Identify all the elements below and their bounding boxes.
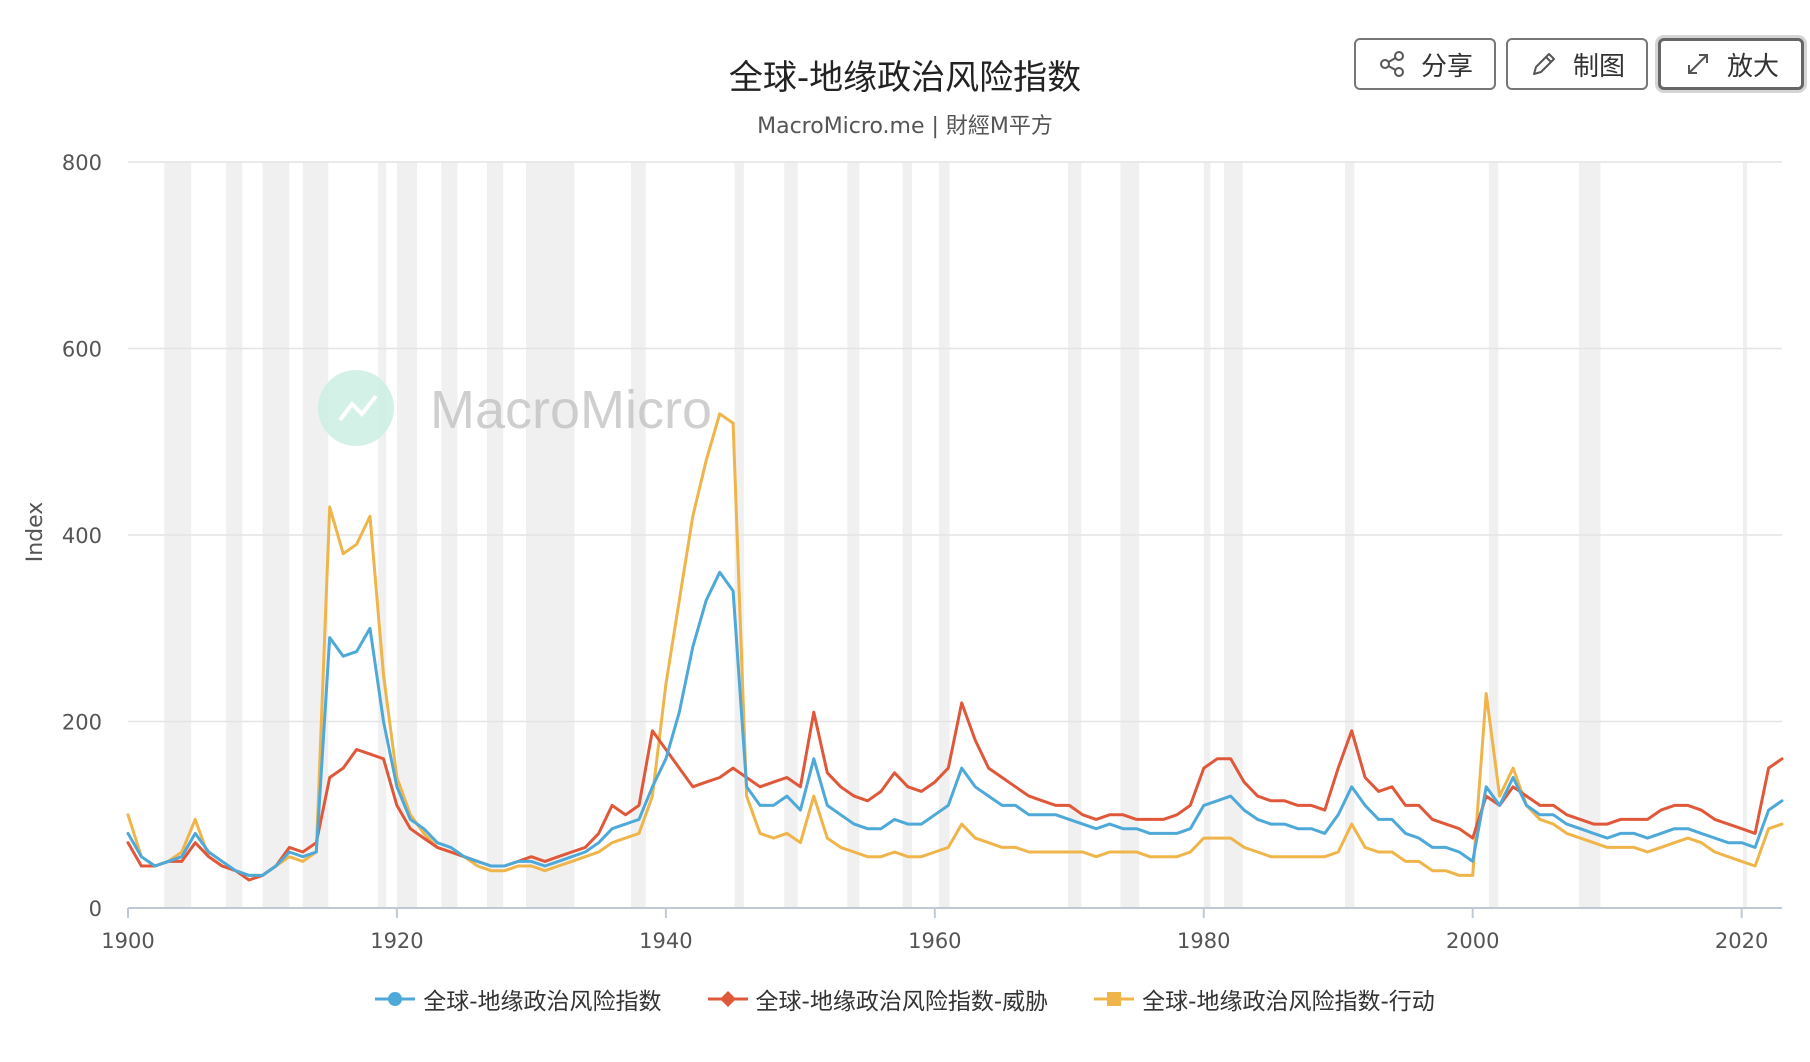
draw-button[interactable]: 制图 xyxy=(1506,38,1648,90)
x-tick-label: 1900 xyxy=(101,929,154,953)
legend: 全球-地缘政治风险指数 全球-地缘政治风险指数-威胁 全球-地缘政治风险指数-行… xyxy=(0,982,1810,1016)
legend-item-gpr[interactable]: 全球-地缘政治风险指数 xyxy=(375,982,662,1016)
y-tick-label: 400 xyxy=(62,524,102,548)
legend-circle-icon xyxy=(375,992,416,1006)
x-tick-label: 1920 xyxy=(370,929,423,953)
x-tick-label: 2020 xyxy=(1715,929,1768,953)
legend-square-icon xyxy=(1094,992,1135,1006)
x-tick-label: 1960 xyxy=(908,929,961,953)
zoom-button[interactable]: 放大 xyxy=(1658,38,1804,90)
y-tick-label: 600 xyxy=(62,338,102,362)
watermark-text: MacroMicro xyxy=(430,380,712,440)
share-button[interactable]: 分享 xyxy=(1354,38,1496,90)
x-tick-label: 1980 xyxy=(1177,929,1230,953)
legend-label-threats: 全球-地缘政治风险指数-威胁 xyxy=(755,989,1049,1015)
legend-label-gpr: 全球-地缘政治风险指数 xyxy=(423,989,662,1015)
y-tick-label: 200 xyxy=(62,711,102,735)
y-tick-label: 800 xyxy=(62,151,102,175)
legend-diamond-icon xyxy=(707,991,748,1007)
y-axis-title: Index xyxy=(23,502,48,563)
share-button-label: 分享 xyxy=(1420,51,1473,82)
x-tick-label: 2000 xyxy=(1446,929,1499,953)
watermark-logo-chart-icon xyxy=(338,394,378,422)
grid-lines xyxy=(128,161,1782,909)
series-lines xyxy=(126,412,1784,882)
legend-item-acts[interactable]: 全球-地缘政治风险指数-行动 xyxy=(1094,982,1435,1016)
zoom-button-label: 放大 xyxy=(1726,51,1779,82)
axes: 0 200 400 600 800 1900 1920 1940 1960 1980 2000 202… xyxy=(62,151,1782,953)
x-tick-label: 1940 xyxy=(639,929,692,953)
chart-subtitle: MacroMicro.me | 財經M平方 xyxy=(757,114,1053,139)
share-icon xyxy=(1379,51,1404,77)
watermark: MacroMicro xyxy=(318,370,712,446)
series-line-1 xyxy=(126,701,1784,882)
y-tick-label: 0 xyxy=(89,897,102,921)
pencil-icon xyxy=(1532,53,1555,75)
legend-label-acts: 全球-地缘政治风险指数-行动 xyxy=(1142,989,1435,1015)
expand-icon xyxy=(1687,54,1708,74)
draw-button-label: 制图 xyxy=(1572,51,1625,82)
series-line-0 xyxy=(126,570,1784,877)
series-line-2 xyxy=(126,412,1784,877)
chart-title: 全球-地缘政治风险指数 xyxy=(728,58,1082,98)
legend-item-threats[interactable]: 全球-地缘政治风险指数-威胁 xyxy=(707,982,1049,1016)
